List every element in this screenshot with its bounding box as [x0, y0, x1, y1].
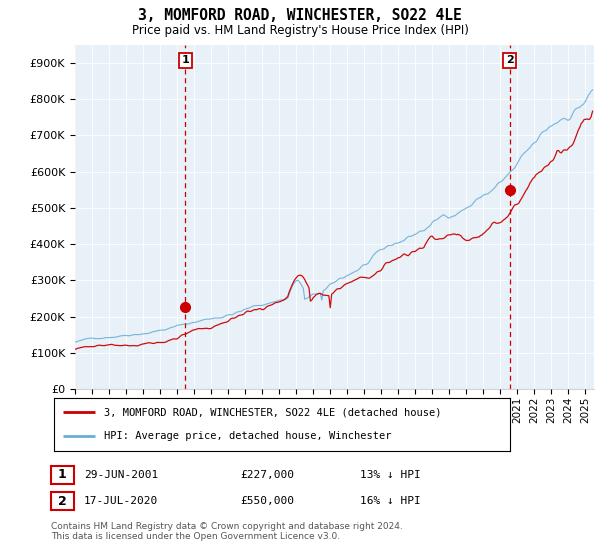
Text: 16% ↓ HPI: 16% ↓ HPI: [360, 496, 421, 506]
Text: £550,000: £550,000: [240, 496, 294, 506]
Text: 13% ↓ HPI: 13% ↓ HPI: [360, 470, 421, 480]
Text: 3, MOMFORD ROAD, WINCHESTER, SO22 4LE: 3, MOMFORD ROAD, WINCHESTER, SO22 4LE: [138, 8, 462, 24]
Text: 2: 2: [506, 55, 514, 66]
Text: £227,000: £227,000: [240, 470, 294, 480]
Text: HPI: Average price, detached house, Winchester: HPI: Average price, detached house, Winc…: [104, 431, 392, 441]
Text: 1: 1: [58, 468, 67, 482]
Text: 29-JUN-2001: 29-JUN-2001: [84, 470, 158, 480]
Text: Contains HM Land Registry data © Crown copyright and database right 2024.
This d: Contains HM Land Registry data © Crown c…: [51, 522, 403, 542]
Text: Price paid vs. HM Land Registry's House Price Index (HPI): Price paid vs. HM Land Registry's House …: [131, 24, 469, 36]
Text: 17-JUL-2020: 17-JUL-2020: [84, 496, 158, 506]
Text: 2: 2: [58, 494, 67, 508]
Text: 1: 1: [182, 55, 190, 66]
Text: 3, MOMFORD ROAD, WINCHESTER, SO22 4LE (detached house): 3, MOMFORD ROAD, WINCHESTER, SO22 4LE (d…: [104, 408, 442, 418]
